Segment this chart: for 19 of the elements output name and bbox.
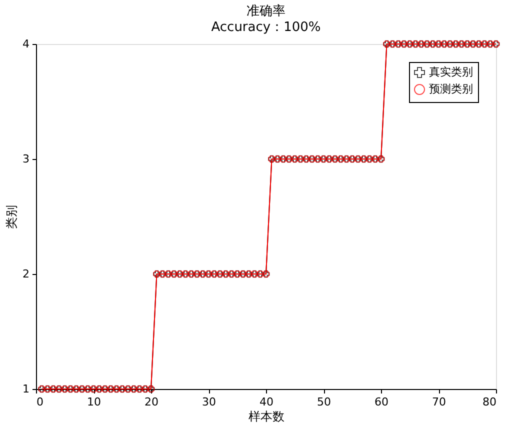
x-tick-label: 70 bbox=[432, 396, 446, 408]
legend-label: 真实类别 bbox=[429, 66, 473, 78]
x-tick-label: 20 bbox=[144, 396, 158, 408]
x-tick-label: 30 bbox=[202, 396, 216, 408]
y-tick-label: 4 bbox=[22, 38, 30, 50]
x-tick-label: 80 bbox=[482, 396, 496, 408]
x-tick-label: 0 bbox=[36, 396, 44, 408]
chart-subtitle: Accuracy：100% bbox=[211, 20, 321, 35]
x-tick-label: 50 bbox=[317, 396, 331, 408]
y-tick-label: 2 bbox=[22, 268, 30, 280]
x-tick-label: 40 bbox=[260, 396, 274, 408]
chart-title: 准确率 bbox=[246, 3, 286, 19]
y-tick-label: 1 bbox=[22, 382, 30, 396]
x-axis-title: 样本数 bbox=[248, 410, 284, 424]
x-tick-label: 10 bbox=[87, 396, 101, 408]
x-tick-label: 60 bbox=[374, 396, 388, 408]
legend-label: 预测类别 bbox=[429, 82, 473, 96]
y-axis-title: 类别 bbox=[4, 205, 18, 229]
y-tick-label: 3 bbox=[22, 152, 30, 166]
